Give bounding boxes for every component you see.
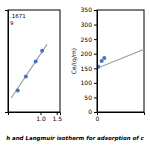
y-axis-label: Ce/(q/m) xyxy=(70,48,78,74)
plot-frame xyxy=(97,10,144,112)
fit-line xyxy=(11,44,47,98)
plot-frame xyxy=(8,10,60,112)
tick-label: 0 xyxy=(88,108,92,115)
tick-label: 50 xyxy=(84,94,92,101)
tick-label: 0 xyxy=(96,115,100,122)
tick: 50 xyxy=(84,94,97,101)
tick: 100 xyxy=(81,79,97,86)
tick: 0 xyxy=(88,108,97,115)
tick-mark xyxy=(94,83,97,84)
tick: 150 xyxy=(81,65,97,72)
tick-label: 100 xyxy=(81,79,93,86)
tick-mark xyxy=(94,10,97,11)
tick: 250 xyxy=(81,36,97,43)
tick: 1.0 xyxy=(36,112,46,122)
tick: 0 xyxy=(96,112,100,122)
point xyxy=(102,56,106,60)
tick-label: 250 xyxy=(81,36,93,43)
y-axis: 0 50 100 150 200 250 300 350 xyxy=(81,6,98,115)
tick-mark xyxy=(94,97,97,98)
caption: h and Langmuir isotherm for adsorption o… xyxy=(6,135,144,142)
tick: 1.5 xyxy=(52,112,62,122)
axis-line xyxy=(5,11,9,113)
tick-mark xyxy=(94,54,97,55)
tick: 350 xyxy=(81,6,97,13)
marks xyxy=(11,44,47,98)
tick-mark xyxy=(94,39,97,40)
y-axis xyxy=(5,11,9,113)
panel: 1.0 1.5 .16719 xyxy=(5,10,62,122)
annotation: .1671 xyxy=(10,13,26,19)
panel: 00 50 100 150 200 250 300 350 Ce/(q/m) xyxy=(70,6,145,122)
tick-mark xyxy=(94,112,97,113)
point xyxy=(34,60,38,64)
tick-mark xyxy=(94,68,97,69)
point xyxy=(16,89,20,93)
tick-mark xyxy=(94,25,97,26)
x-axis: 1.0 1.5 xyxy=(9,112,63,122)
tick: 300 xyxy=(81,21,97,28)
point xyxy=(40,49,44,53)
point xyxy=(24,75,28,79)
axis-line xyxy=(94,11,98,113)
tick-label: 350 xyxy=(81,6,93,13)
tick: 200 xyxy=(81,50,97,57)
x-axis: 0 xyxy=(96,112,145,122)
tick-label: 300 xyxy=(81,21,93,28)
tick-label: 1.5 xyxy=(52,115,62,122)
tick-label: 150 xyxy=(81,65,93,72)
tick-label: 200 xyxy=(81,50,93,57)
tick-label: 1.0 xyxy=(36,115,46,122)
figure: 1.0 1.5 .16719 00 50 100 150 200 250 300 350 Ce/(q/… xyxy=(0,0,150,150)
marks xyxy=(97,49,144,68)
axis-line xyxy=(98,113,145,116)
annotation: 9 xyxy=(10,20,14,26)
fit-line xyxy=(97,49,144,68)
